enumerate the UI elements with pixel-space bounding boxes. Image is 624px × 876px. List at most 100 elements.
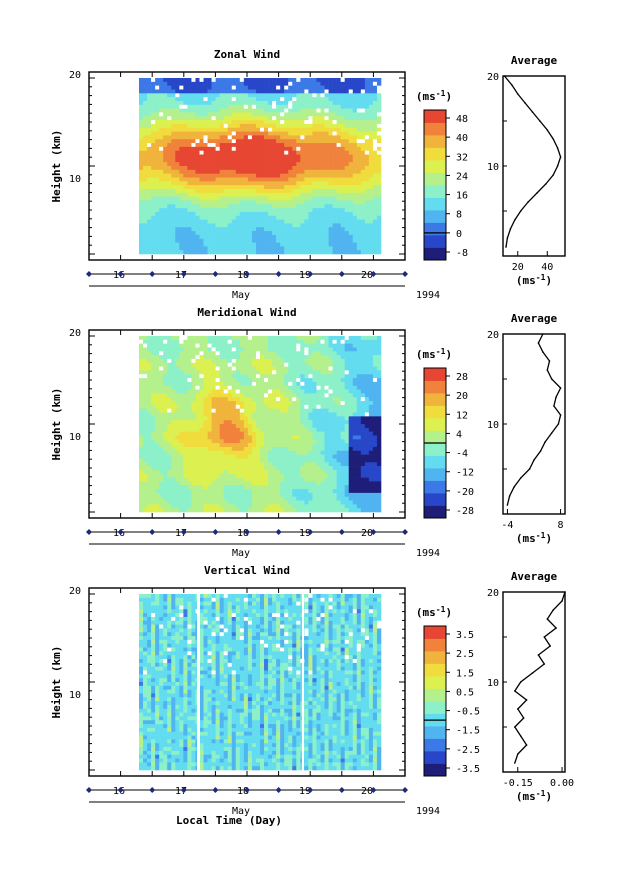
heatmap-cell: [276, 500, 281, 505]
heatmap-cell: [167, 200, 172, 205]
heatmap-cell: [207, 351, 212, 356]
heatmap-cell: [360, 181, 366, 186]
heatmap-cell: [143, 370, 148, 375]
heatmap-cell: [167, 242, 172, 247]
heatmap-cell: [360, 246, 366, 251]
heatmap-cell: [360, 93, 366, 98]
heatmap-cell: [296, 370, 301, 375]
heatmap-cell: [143, 508, 148, 513]
heatmap-cell: [247, 166, 253, 171]
heatmap-cell: [243, 504, 249, 509]
heatmap-cell: [143, 393, 148, 398]
heatmap-cell: [364, 78, 370, 83]
heatmap-cell: [167, 234, 172, 239]
heatmap-cell: [247, 351, 253, 356]
heatmap-cell: [179, 185, 184, 190]
heatmap-cell: [376, 185, 382, 190]
heatmap-cell: [147, 347, 152, 352]
heatmap-cell: [227, 477, 233, 482]
heatmap-cell: [312, 85, 317, 90]
heatmap-cell: [268, 78, 273, 83]
heatmap-cell: [147, 435, 152, 440]
heatmap-cell: [348, 238, 354, 243]
heatmap-cell: [308, 431, 313, 436]
profile-y-tick-label: 10: [487, 162, 499, 173]
heatmap-cell: [304, 78, 309, 83]
heatmap-cell: [340, 108, 345, 113]
heatmap-cell: [304, 135, 309, 140]
heatmap-cell: [175, 397, 180, 402]
heatmap-cell: [356, 185, 362, 190]
heatmap-cell: [191, 120, 196, 125]
heatmap-cell: [139, 343, 144, 348]
heatmap-cell: [316, 404, 321, 409]
heatmap-cell: [175, 127, 180, 132]
profile-units-label-sup: -1: [536, 273, 546, 282]
heatmap-cell: [155, 200, 160, 205]
heatmap-cell: [231, 446, 237, 452]
heatmap-cell: [316, 450, 321, 455]
heatmap-cell: [151, 234, 156, 239]
heatmap-cell: [348, 188, 354, 194]
heatmap-cell: [199, 116, 204, 121]
heatmap-cell: [247, 227, 253, 232]
heatmap-cell: [171, 362, 176, 367]
heatmap-cell: [340, 208, 345, 213]
heatmap-cell: [231, 454, 237, 459]
heatmap-cell: [227, 227, 233, 232]
heatmap-cell: [320, 211, 325, 217]
heatmap-cell: [159, 238, 164, 243]
heatmap-cell: [328, 135, 333, 140]
heatmap-cell: [179, 378, 184, 383]
heatmap-cell: [364, 127, 370, 132]
heatmap-cell: [336, 120, 341, 125]
heatmap-cell: [191, 397, 196, 402]
heatmap-cell: [324, 116, 329, 121]
heatmap-cell: [203, 435, 208, 440]
heatmap-cell: [231, 427, 237, 432]
heatmap-cell: [235, 485, 241, 490]
heatmap-cell: [231, 208, 237, 213]
heatmap-cell: [183, 108, 188, 113]
heatmap-cell: [239, 466, 245, 471]
heatmap-cell: [356, 246, 362, 251]
heatmap-cell: [260, 188, 265, 194]
heatmap-cell: [288, 450, 293, 455]
heatmap-cell: [219, 89, 224, 94]
heatmap-cell: [191, 351, 196, 356]
heatmap-cell: [296, 215, 301, 220]
heatmap-cell: [276, 177, 281, 182]
heatmap-cell: [280, 424, 285, 429]
heatmap-cell: [175, 351, 180, 356]
heatmap-cell: [243, 408, 249, 413]
heatmap-cell: [155, 362, 160, 367]
heatmap-cell: [227, 370, 233, 375]
heatmap-cell: [235, 385, 241, 390]
year-label: 1994: [416, 290, 440, 301]
heatmap-cell: [264, 78, 269, 83]
heatmap-cell: [280, 120, 285, 125]
heatmap-cell: [364, 116, 370, 121]
heatmap-cell: [308, 492, 313, 497]
heatmap-cell: [231, 374, 237, 379]
heatmap-cell: [179, 211, 184, 217]
heatmap-cell: [151, 185, 156, 190]
heatmap-cell: [175, 389, 180, 394]
heatmap-cell: [308, 81, 313, 86]
heatmap-cell: [175, 227, 180, 232]
heatmap-cell: [324, 150, 329, 155]
heatmap-cell: [147, 231, 152, 236]
heatmap-cell: [179, 412, 184, 417]
heatmap-cell: [227, 143, 233, 148]
heatmap-cell: [368, 188, 374, 194]
heatmap-cell: [243, 200, 249, 205]
heatmap-cell: [231, 85, 237, 90]
heatmap-cell: [255, 154, 261, 159]
heatmap-cell: [364, 146, 370, 151]
heatmap-cell: [147, 404, 152, 409]
heatmap-cell: [175, 466, 180, 471]
heatmap-cell: [316, 492, 321, 497]
heatmap-cell: [171, 446, 176, 452]
heatmap-cell: [235, 234, 241, 239]
heatmap-cell: [284, 89, 289, 94]
